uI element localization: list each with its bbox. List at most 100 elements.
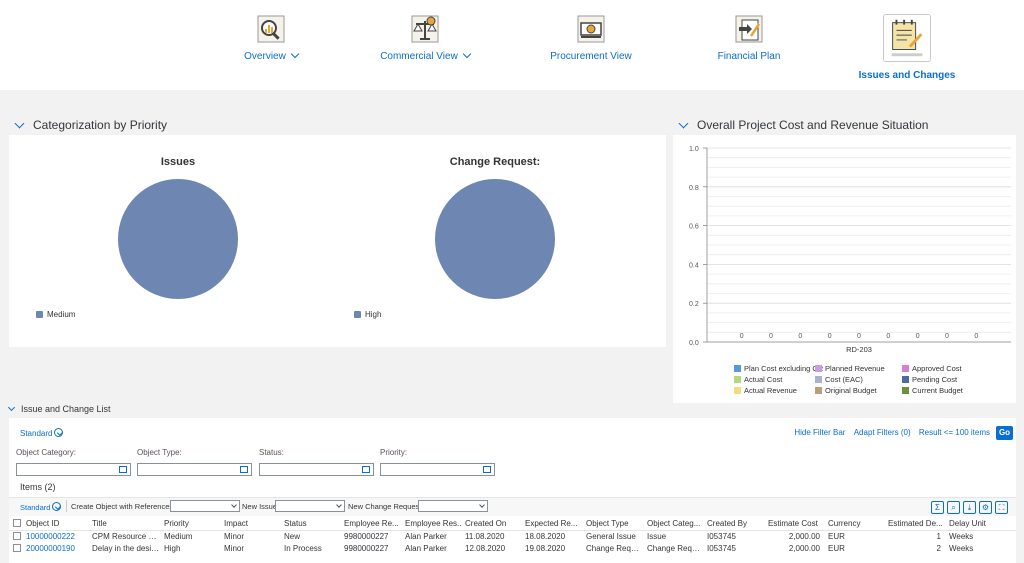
export-icon[interactable]: ⤓	[963, 501, 976, 514]
table-cell: Change Request	[647, 544, 703, 553]
table-cell[interactable]: 10000000222	[9, 531, 88, 543]
issue-change-list-header[interactable]: Issue and Change List	[7, 403, 111, 414]
hide-filter-bar-link[interactable]: Hide Filter Bar	[794, 428, 846, 437]
issues-chart-title: Issues	[160, 156, 196, 168]
go-button[interactable]: Go	[996, 426, 1013, 440]
column-header[interactable]: Currency	[824, 517, 884, 531]
table-cell: Weeks	[949, 532, 974, 542]
column-header[interactable]: Expected Re...	[521, 517, 582, 531]
object-id-link[interactable]: 10000000222	[26, 532, 75, 542]
object-type-input[interactable]	[137, 463, 252, 476]
chevron-down-icon	[14, 118, 25, 128]
column-header-label: Title	[92, 519, 107, 528]
variant-selector[interactable]: Standard	[20, 428, 64, 438]
issue-change-list: Standard Hide Filter Bar Adapt Filters (…	[9, 418, 1016, 563]
table-variant-selector[interactable]: Standard	[20, 502, 62, 512]
column-header[interactable]: Employee Res...	[401, 517, 461, 531]
column-header[interactable]: Impact	[220, 517, 280, 531]
result-limit-link[interactable]: Result <= 100 items	[918, 428, 990, 437]
legend-swatch	[36, 311, 43, 318]
table-cell: Alan Parker	[405, 544, 447, 553]
cost-panel-header[interactable]: Overall Project Cost and Revenue Situati…	[678, 118, 929, 132]
create-with-references-select[interactable]	[170, 500, 240, 512]
fullscreen-icon[interactable]: ⛶	[995, 501, 1008, 514]
change-request-pie-slice-high[interactable]	[435, 179, 555, 299]
column-header[interactable]: Estimate Cost	[764, 517, 824, 531]
column-header[interactable]: Title	[88, 517, 160, 531]
column-header[interactable]: Object Categ...	[643, 517, 703, 531]
value-help-icon[interactable]	[240, 466, 248, 473]
cost-legend-item[interactable]: Planned Revenue	[815, 364, 885, 373]
nav-item-financial-plan[interactable]: Financial Plan	[674, 14, 824, 62]
change-request-chart-title: Change Request:	[449, 156, 541, 168]
nav-item-issues-and-changes[interactable]: Issues and Changes	[832, 14, 982, 81]
sum-icon[interactable]: Σ	[931, 501, 944, 514]
select-all-checkbox[interactable]	[13, 519, 21, 527]
cost-legend-item[interactable]: Pending Cost	[902, 375, 957, 384]
table-cell: Minor	[224, 544, 245, 553]
legend-label: Actual Revenue	[744, 386, 797, 395]
column-header[interactable]: Object ID	[9, 517, 88, 531]
column-header-label: Employee Res...	[405, 519, 461, 528]
change-request-legend-label: High	[365, 310, 382, 319]
chevron-down-icon	[678, 118, 689, 128]
cost-title: Overall Project Cost and Revenue Situati…	[697, 118, 929, 132]
cost-bar-chart: 0.0 0.2 0.4 0.6 0.8 1.0 0 0 0 0 0 0 0 0 0 RD-203	[689, 146, 1011, 354]
issues-legend-medium[interactable]: Medium	[36, 310, 75, 319]
table-cell: 2,000.00	[788, 532, 820, 542]
legend-label: Plan Cost excluding CR	[744, 364, 824, 373]
nav-item-overview[interactable]: Overview	[196, 14, 346, 62]
cost-legend-item[interactable]: Actual Revenue	[734, 386, 797, 395]
data-label: 0	[769, 333, 773, 340]
cost-legend-item[interactable]: Current Budget	[902, 386, 963, 395]
legend-swatch	[815, 387, 822, 394]
column-header-label: Impact	[224, 519, 249, 528]
legend-swatch	[902, 387, 909, 394]
issue-change-table: Object ID Title Priority Impact Status Employ…	[9, 517, 1016, 555]
column-header[interactable]: Employee Re...	[340, 517, 401, 531]
adapt-filters-link[interactable]: Adapt Filters (0)	[853, 428, 911, 437]
priority-input[interactable]	[380, 463, 495, 476]
table-cell[interactable]: 20000000190	[9, 543, 88, 555]
column-header-label: Employee Re...	[344, 519, 399, 528]
x-category-label: RD-203	[846, 345, 872, 354]
table-cell: 2	[936, 544, 941, 553]
table-cell: 11.08.2020	[465, 532, 505, 542]
status-input[interactable]	[259, 463, 374, 476]
object-category-input[interactable]	[16, 463, 131, 476]
table-cell: 9980000227	[344, 544, 389, 553]
value-help-icon[interactable]	[362, 466, 370, 473]
nav-item-procurement-view[interactable]: Procurement View	[516, 14, 666, 62]
categorization-panel-header[interactable]: Categorization by Priority	[14, 118, 167, 132]
zoom-icon[interactable]: ⌕	[947, 501, 960, 514]
new-issue-label: New Issue:	[242, 502, 280, 511]
value-help-icon[interactable]	[119, 466, 127, 473]
cost-legend-item[interactable]: Plan Cost excluding CR	[734, 364, 823, 373]
column-header[interactable]: Created On	[461, 517, 521, 531]
new-change-request-select[interactable]	[418, 500, 488, 512]
column-header[interactable]: Delay Unit	[945, 517, 1016, 531]
cost-legend-item[interactable]: Actual Cost	[734, 375, 782, 384]
object-id-link[interactable]: 20000000190	[26, 544, 75, 553]
column-header[interactable]: Estimated De...	[884, 517, 945, 531]
cost-legend-item[interactable]: Approved Cost	[902, 364, 962, 373]
new-issue-select[interactable]	[275, 500, 345, 512]
nav-item-commercial-view[interactable]: Commercial View	[350, 14, 500, 62]
settings-icon[interactable]: ⚙	[979, 501, 992, 514]
column-header[interactable]: Priority	[160, 517, 220, 531]
row-checkbox[interactable]	[13, 532, 21, 541]
table-row[interactable]: 20000000190 Delay in the design... High Min…	[9, 543, 1016, 555]
value-help-icon[interactable]	[483, 466, 491, 473]
column-header[interactable]: Created By	[703, 517, 764, 531]
cost-legend-item[interactable]: Original Budget	[815, 386, 877, 395]
table-row[interactable]: 10000000222 CPM Resource not ... Medium Min…	[9, 531, 1016, 543]
issues-pie-slice-medium[interactable]	[118, 179, 238, 299]
cost-legend-item[interactable]: Cost (EAC)	[815, 375, 863, 384]
change-request-legend-high[interactable]: High	[354, 310, 381, 319]
row-checkbox[interactable]	[13, 544, 21, 552]
table-header-row: Object ID Title Priority Impact Status Employ…	[9, 517, 1016, 531]
column-header[interactable]: Object Type	[582, 517, 643, 531]
column-header[interactable]: Status	[280, 517, 340, 531]
toolbar-separator	[66, 500, 67, 512]
table-cell: Alan Parker	[405, 532, 447, 542]
